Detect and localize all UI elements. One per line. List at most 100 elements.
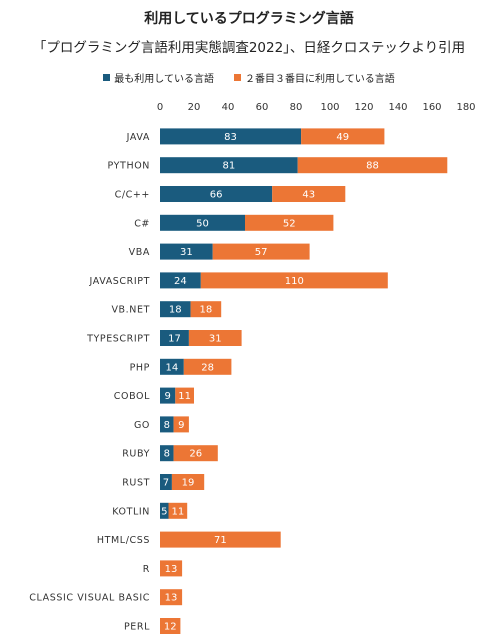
category-label: CLASSIC VISUAL BASIC bbox=[29, 593, 150, 604]
bar-second-third bbox=[190, 301, 222, 318]
data-label: 66 bbox=[210, 190, 223, 201]
bar-second-third bbox=[200, 272, 388, 289]
data-label: 31 bbox=[180, 247, 193, 258]
data-label: 88 bbox=[366, 161, 379, 172]
legend-swatch-first bbox=[103, 74, 111, 81]
bar-second-third bbox=[188, 330, 242, 346]
bar-first bbox=[160, 502, 169, 519]
category-label: PYTHON bbox=[108, 161, 150, 172]
bar-second-third bbox=[173, 445, 218, 462]
bar-second-third bbox=[175, 387, 194, 404]
data-label: 5 bbox=[161, 506, 167, 517]
category-label: PERL bbox=[124, 622, 150, 633]
chart-subtitle: 「プログラミング言語利用実態調査2022」、日経クロステックより引用 bbox=[32, 40, 466, 56]
x-tick-label: 100 bbox=[320, 102, 339, 113]
bar-first bbox=[160, 445, 174, 462]
bar-second-third bbox=[183, 358, 232, 375]
category-label: R bbox=[143, 564, 150, 575]
bar-first bbox=[160, 301, 191, 318]
bar-second-third bbox=[160, 531, 281, 548]
bar-first bbox=[160, 474, 172, 490]
bar-first bbox=[160, 186, 273, 202]
data-label: 14 bbox=[166, 362, 179, 373]
data-label: 13 bbox=[165, 593, 178, 604]
category-label: C# bbox=[134, 218, 150, 229]
category-label: C/C++ bbox=[115, 190, 150, 201]
x-tick-label: 120 bbox=[354, 102, 373, 113]
bar-first bbox=[160, 128, 302, 145]
bar-first bbox=[160, 243, 213, 260]
x-tick-label: 140 bbox=[388, 102, 407, 113]
x-tick-label: 80 bbox=[290, 102, 303, 113]
data-label: 110 bbox=[285, 276, 304, 287]
data-label: 11 bbox=[171, 506, 184, 517]
bar-first bbox=[160, 157, 298, 174]
legend-item-second-third: ２番目３番目に利用している言語 bbox=[234, 70, 395, 85]
data-label: 18 bbox=[169, 305, 182, 316]
data-label: 26 bbox=[189, 449, 202, 460]
data-label: 8 bbox=[164, 420, 170, 431]
legend-swatch-second-third bbox=[234, 74, 241, 81]
category-label: JAVASCRIPT bbox=[88, 276, 150, 287]
bar-second-third bbox=[297, 157, 448, 174]
data-label: 24 bbox=[174, 276, 187, 287]
x-tick-label: 40 bbox=[222, 102, 235, 113]
data-label: 11 bbox=[178, 391, 191, 402]
data-label: 9 bbox=[164, 391, 170, 402]
legend-label-second-third: ２番目３番目に利用している言語 bbox=[245, 74, 395, 85]
category-label: COBOL bbox=[114, 391, 150, 402]
category-label: GO bbox=[134, 420, 150, 431]
bar-second-third bbox=[160, 560, 183, 577]
data-label: 19 bbox=[182, 478, 195, 489]
bar-first bbox=[160, 387, 176, 404]
category-label: RUBY bbox=[122, 449, 150, 460]
x-tick-label: 160 bbox=[422, 102, 441, 113]
bar-second-third bbox=[272, 186, 346, 202]
bar-second-third bbox=[173, 416, 189, 433]
bar-second-third bbox=[301, 128, 385, 145]
x-tick-label: 180 bbox=[456, 102, 475, 113]
category-label: RUST bbox=[122, 478, 150, 489]
bar-second-third bbox=[160, 618, 181, 634]
data-label: 50 bbox=[196, 218, 209, 229]
data-label: 28 bbox=[201, 362, 214, 373]
category-label: PHP bbox=[130, 362, 150, 373]
data-label: 7 bbox=[163, 478, 169, 489]
data-label: 52 bbox=[283, 218, 296, 229]
category-label: VBA bbox=[129, 247, 150, 258]
data-label: 49 bbox=[336, 132, 349, 143]
x-tick-label: 20 bbox=[188, 102, 201, 113]
data-label: 18 bbox=[200, 305, 213, 316]
category-label: TYPESCRIPT bbox=[86, 334, 150, 345]
data-label: 71 bbox=[214, 535, 227, 546]
bar-first bbox=[160, 330, 189, 346]
data-label: 31 bbox=[209, 334, 222, 345]
bar-second-third bbox=[171, 474, 205, 490]
bar-second-third bbox=[160, 589, 183, 606]
x-tick-label: 0 bbox=[157, 102, 163, 113]
data-label: 43 bbox=[302, 190, 315, 201]
legend-label-first: 最も利用している言語 bbox=[114, 74, 214, 85]
data-label: 17 bbox=[168, 334, 181, 345]
data-label: 83 bbox=[224, 132, 237, 143]
legend-item-first: 最も利用している言語 bbox=[103, 70, 214, 85]
data-label: 8 bbox=[164, 449, 170, 460]
chart-title: 利用しているプログラミング言語 bbox=[144, 11, 354, 27]
bar-first bbox=[160, 214, 245, 231]
category-label: JAVA bbox=[126, 132, 150, 143]
x-tick-label: 60 bbox=[256, 102, 269, 113]
data-label: 9 bbox=[178, 420, 184, 431]
legend: 最も利用している言語 ２番目３番目に利用している言語 bbox=[0, 70, 498, 85]
category-label: VB.NET bbox=[111, 305, 150, 316]
bar-second-third bbox=[168, 502, 188, 519]
data-label: 12 bbox=[164, 622, 177, 633]
bar-first bbox=[160, 358, 184, 375]
bar-second-third bbox=[212, 243, 310, 260]
bar-second-third bbox=[245, 214, 334, 231]
data-label: 13 bbox=[165, 564, 178, 575]
data-label: 57 bbox=[255, 247, 268, 258]
bar-first bbox=[160, 272, 201, 289]
category-label: HTML/CSS bbox=[97, 535, 150, 546]
bar-first bbox=[160, 416, 174, 433]
